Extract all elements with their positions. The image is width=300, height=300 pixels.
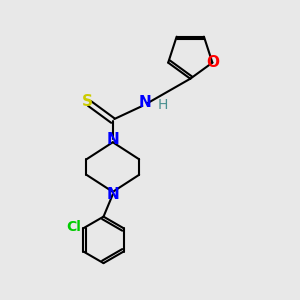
Text: Cl: Cl <box>66 220 81 234</box>
Text: O: O <box>206 55 219 70</box>
Text: N: N <box>107 187 120 202</box>
Text: N: N <box>107 132 120 147</box>
Text: N: N <box>139 95 152 110</box>
Text: S: S <box>82 94 93 110</box>
Text: H: H <box>157 98 168 112</box>
